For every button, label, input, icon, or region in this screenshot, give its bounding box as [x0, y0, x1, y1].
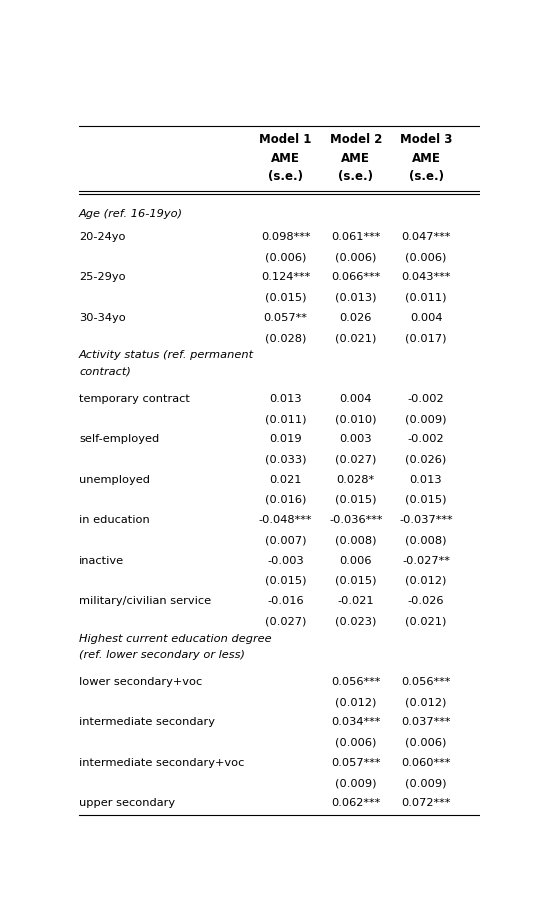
Text: -0.037***: -0.037***: [399, 515, 453, 525]
Text: (0.012): (0.012): [405, 698, 447, 707]
Text: (0.015): (0.015): [265, 293, 306, 303]
Text: (0.013): (0.013): [335, 293, 376, 303]
Text: 0.028*: 0.028*: [337, 475, 375, 485]
Text: 0.057***: 0.057***: [331, 758, 381, 768]
Text: (ref. lower secondary or less): (ref. lower secondary or less): [79, 650, 245, 660]
Text: 0.060***: 0.060***: [401, 758, 451, 768]
Text: (0.009): (0.009): [335, 778, 376, 789]
Text: 0.066***: 0.066***: [331, 273, 381, 283]
Text: military/civilian service: military/civilian service: [79, 596, 211, 606]
Text: AME: AME: [341, 151, 370, 164]
Text: 30-34yo: 30-34yo: [79, 313, 126, 323]
Text: 0.034***: 0.034***: [331, 718, 381, 727]
Text: -0.003: -0.003: [267, 555, 304, 565]
Text: (0.012): (0.012): [335, 698, 376, 707]
Text: -0.016: -0.016: [267, 596, 304, 606]
Text: 0.019: 0.019: [269, 434, 302, 444]
Text: 0.098***: 0.098***: [261, 232, 310, 242]
Text: Age (ref. 16-19yo): Age (ref. 16-19yo): [79, 208, 183, 218]
Text: 0.013: 0.013: [269, 394, 302, 404]
Text: (0.010): (0.010): [335, 414, 376, 424]
Text: unemployed: unemployed: [79, 475, 150, 485]
Text: temporary contract: temporary contract: [79, 394, 190, 404]
Text: (0.012): (0.012): [405, 576, 447, 586]
Text: (0.006): (0.006): [265, 252, 306, 263]
Text: (0.015): (0.015): [405, 495, 447, 505]
Text: -0.048***: -0.048***: [259, 515, 312, 525]
Text: 0.056***: 0.056***: [401, 677, 451, 687]
Text: (s.e.): (s.e.): [338, 170, 373, 183]
Text: 0.056***: 0.056***: [331, 677, 381, 687]
Text: Highest current education degree: Highest current education degree: [79, 633, 272, 644]
Text: 25-29yo: 25-29yo: [79, 273, 126, 283]
Text: -0.027**: -0.027**: [402, 555, 450, 565]
Text: (0.009): (0.009): [405, 778, 447, 789]
Text: (0.016): (0.016): [265, 495, 306, 505]
Text: (0.011): (0.011): [405, 293, 447, 303]
Text: (0.021): (0.021): [335, 333, 376, 343]
Text: -0.021: -0.021: [337, 596, 374, 606]
Text: (0.006): (0.006): [335, 252, 376, 263]
Text: (0.006): (0.006): [405, 252, 447, 263]
Text: 0.057**: 0.057**: [264, 313, 308, 323]
Text: (0.007): (0.007): [265, 535, 306, 545]
Text: (0.027): (0.027): [265, 616, 306, 626]
Text: 0.004: 0.004: [410, 313, 442, 323]
Text: -0.036***: -0.036***: [329, 515, 383, 525]
Text: (0.026): (0.026): [406, 454, 447, 465]
Text: AME: AME: [271, 151, 300, 164]
Text: (0.017): (0.017): [405, 333, 447, 343]
Text: Model 1: Model 1: [260, 133, 312, 146]
Text: (0.033): (0.033): [265, 454, 306, 465]
Text: in education: in education: [79, 515, 150, 525]
Text: Model 3: Model 3: [400, 133, 452, 146]
Text: (0.006): (0.006): [405, 738, 447, 747]
Text: (0.008): (0.008): [335, 535, 376, 545]
Text: (0.023): (0.023): [335, 616, 376, 626]
Text: 0.037***: 0.037***: [401, 718, 451, 727]
Text: (0.008): (0.008): [405, 535, 447, 545]
Text: -0.002: -0.002: [408, 434, 445, 444]
Text: self-employed: self-employed: [79, 434, 159, 444]
Text: (0.015): (0.015): [335, 576, 376, 586]
Text: (s.e.): (s.e.): [408, 170, 443, 183]
Text: lower secondary+voc: lower secondary+voc: [79, 677, 202, 687]
Text: (0.011): (0.011): [265, 414, 306, 424]
Text: 0.047***: 0.047***: [401, 232, 451, 242]
Text: 0.021: 0.021: [269, 475, 302, 485]
Text: intermediate secondary: intermediate secondary: [79, 718, 215, 727]
Text: (0.009): (0.009): [405, 414, 447, 424]
Text: (0.028): (0.028): [265, 333, 306, 343]
Text: (s.e.): (s.e.): [268, 170, 303, 183]
Text: 0.043***: 0.043***: [401, 273, 451, 283]
Text: 0.072***: 0.072***: [401, 799, 451, 809]
Text: (0.027): (0.027): [335, 454, 376, 465]
Text: -0.002: -0.002: [408, 394, 445, 404]
Text: 0.061***: 0.061***: [331, 232, 381, 242]
Text: intermediate secondary+voc: intermediate secondary+voc: [79, 758, 245, 768]
Text: Model 2: Model 2: [329, 133, 382, 146]
Text: AME: AME: [411, 151, 440, 164]
Text: (0.021): (0.021): [405, 616, 447, 626]
Text: 0.006: 0.006: [340, 555, 372, 565]
Text: 20-24yo: 20-24yo: [79, 232, 125, 242]
Text: 0.003: 0.003: [340, 434, 372, 444]
Text: (0.015): (0.015): [335, 495, 376, 505]
Text: upper secondary: upper secondary: [79, 799, 175, 809]
Text: 0.004: 0.004: [340, 394, 372, 404]
Text: Activity status (ref. permanent: Activity status (ref. permanent: [79, 351, 254, 361]
Text: -0.026: -0.026: [408, 596, 444, 606]
Text: 0.062***: 0.062***: [331, 799, 381, 809]
Text: 0.124***: 0.124***: [261, 273, 310, 283]
Text: (0.015): (0.015): [265, 576, 306, 586]
Text: contract): contract): [79, 366, 131, 376]
Text: (0.006): (0.006): [335, 738, 376, 747]
Text: 0.013: 0.013: [410, 475, 442, 485]
Text: inactive: inactive: [79, 555, 124, 565]
Text: 0.026: 0.026: [340, 313, 372, 323]
